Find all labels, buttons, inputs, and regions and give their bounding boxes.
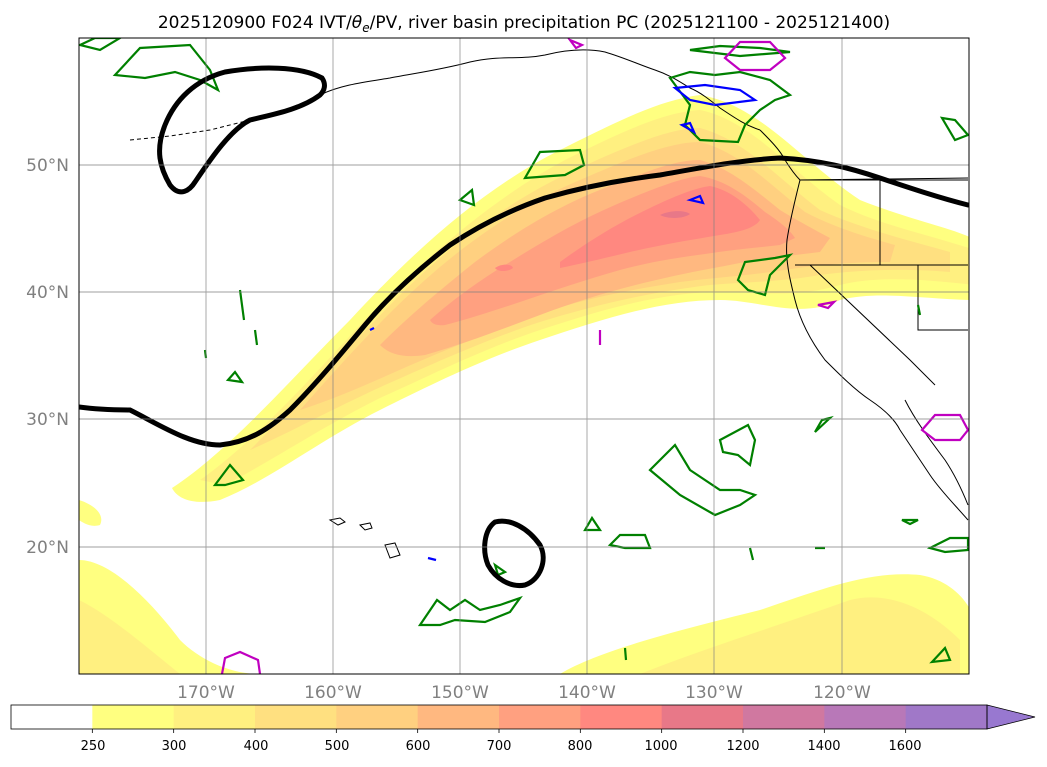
colorbar-segment [905, 705, 988, 729]
colorbar-label: 700 [487, 739, 512, 754]
colorbar-ticks [91, 729, 907, 733]
colorbar-segment [173, 705, 256, 729]
gulf-california [904, 399, 969, 506]
map-title: 2025120900 F024 IVT/θe/PV, river basin p… [158, 13, 890, 35]
colorbar-segment [92, 705, 175, 729]
colorbar-label: 600 [406, 739, 431, 754]
theta-e-contours [79, 38, 969, 664]
colorbar-label: 800 [568, 739, 593, 754]
colorbar-label: 400 [244, 739, 269, 754]
colorbar-extend-arrow [986, 704, 1036, 730]
lat-label: 20°N [26, 538, 69, 558]
title-theta-sub: e [362, 21, 369, 35]
lon-label: 120°W [813, 683, 871, 703]
colorbar-labels: 250 300 400 500 600 700 800 1000 1200 14… [81, 739, 922, 754]
blue-contours [369, 83, 759, 562]
colorbar-segment [580, 705, 663, 729]
colorbar-label: 1600 [888, 739, 921, 754]
colorbar-segment [417, 705, 500, 729]
longitude-labels: 170°W 160°W 150°W 140°W 130°W 120°W [177, 683, 871, 703]
map-panel [79, 38, 969, 674]
pv-north-loop [157, 65, 327, 195]
colorbar-label: 1400 [807, 739, 840, 754]
colorbar-segment [255, 705, 337, 729]
baja-coast [899, 429, 969, 521]
ivt-band-300-south [79, 600, 180, 674]
lon-label: 170°W [177, 683, 235, 703]
colorbar-label: 250 [81, 739, 106, 754]
colorbar-segment [11, 705, 93, 729]
colorbar-segment [661, 705, 744, 729]
pv-main-line [79, 155, 969, 448]
colorbar-segments [11, 705, 988, 729]
ivt-band-1000-b [495, 264, 513, 271]
hawaii-islands [328, 517, 401, 559]
lat-label: 40°N [26, 283, 69, 303]
latitude-labels: 50°N 40°N 30°N 20°N [26, 156, 69, 558]
lon-label: 130°W [685, 683, 743, 703]
colorbar-label: 1200 [726, 739, 759, 754]
us-west-coast [786, 179, 901, 431]
title-part-1: 2025120900 F024 IVT/ [158, 13, 352, 33]
pv-contours [79, 65, 969, 589]
ivt-band-1000 [660, 211, 690, 218]
lat-label: 30°N [26, 410, 69, 430]
lon-label: 140°W [558, 683, 616, 703]
title-part-2: /PV, river basin precipitation PC (20251… [370, 13, 891, 33]
ivt-filled-contours [79, 95, 969, 674]
colorbar-segment [499, 705, 581, 729]
map-frame [78, 37, 970, 675]
colorbar-label: 500 [325, 739, 350, 754]
colorbar-segment [743, 705, 825, 729]
pv-south-loop [482, 518, 546, 589]
colorbar-segment [824, 705, 907, 729]
lat-label: 50°N [26, 156, 69, 176]
lon-label: 150°W [431, 683, 489, 703]
magenta-contours [220, 38, 969, 674]
colorbar-segment [336, 705, 419, 729]
ivt-band-250-west [79, 500, 102, 526]
alaska-coast [319, 49, 761, 131]
gridlines [79, 38, 969, 674]
lon-label: 160°W [304, 683, 362, 703]
title-theta: θ [352, 13, 363, 33]
colorbar: 250 300 400 500 600 700 800 1000 1200 14… [10, 704, 1036, 754]
ivt-band-300-southeast [640, 597, 960, 674]
colorbar-label: 1000 [644, 739, 677, 754]
ivt-band-800 [560, 186, 760, 268]
colorbar-label: 300 [162, 739, 187, 754]
